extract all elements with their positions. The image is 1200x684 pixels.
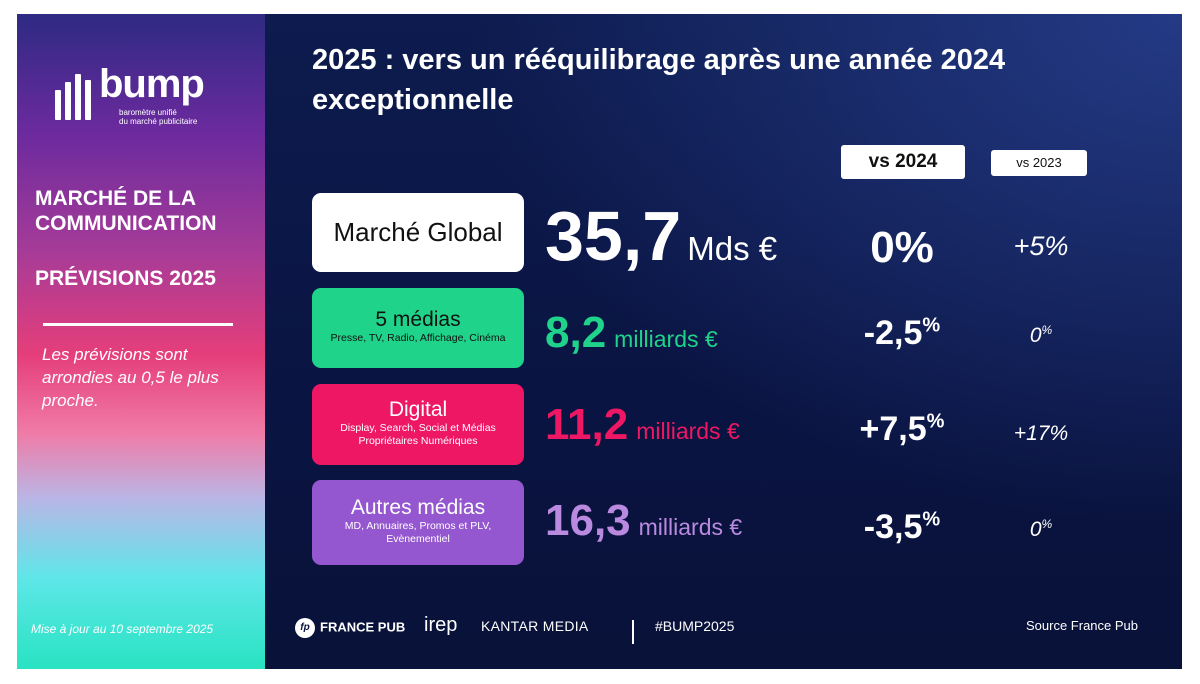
logo-word: bump <box>99 62 205 106</box>
slide: bump baromètre unifié du marché publicit… <box>17 14 1182 669</box>
category-box-digital: Digital Display, Search, Social et Média… <box>312 384 524 465</box>
vs2024-digital: +7,5% <box>859 410 945 448</box>
value-marche-global: 35,7 Mds € <box>545 197 778 275</box>
vs2024-5-medias: -2,5% <box>863 314 941 352</box>
category-box-autres-medias: Autres médias MD, Annuaires, Promos et P… <box>312 480 524 565</box>
france-pub-logo: fp FRANCE PUB <box>295 618 405 638</box>
vs2023-5-medias: 0% <box>1029 323 1053 347</box>
value-digital: 11,2 milliards € <box>545 400 740 449</box>
kantar-media-logo: KANTAR MEDIA <box>481 618 589 634</box>
vs2023-digital: +17% <box>1013 422 1069 445</box>
category-box-5-medias: 5 médias Presse, TV, Radio, Affichage, C… <box>312 288 524 368</box>
vs2023-autres-medias: 0% <box>1029 517 1053 541</box>
sidebar-divider <box>43 323 233 326</box>
vs2023-marche-global: +5% <box>1013 231 1069 261</box>
hashtag: #BUMP2025 <box>655 618 735 634</box>
sidebar-subtitle: PRÉVISIONS 2025 <box>35 267 216 290</box>
bump-logo: bump baromètre unifié du marché publicit… <box>55 62 255 128</box>
category-box-marche-global: Marché Global <box>312 193 524 272</box>
irep-logo: irep <box>424 614 458 636</box>
sidebar-title: MARCHÉ DE LA COMMUNICATION <box>35 187 217 235</box>
vs2024-marche-global: 0% <box>870 223 934 272</box>
main-panel: 2025 : vers un rééquilibrage après une a… <box>265 14 1182 669</box>
header-vs2024: vs 2024 <box>841 145 965 179</box>
vs2024-autres-medias: -3,5% <box>863 508 941 546</box>
value-autres-medias: 16,3 milliards € <box>545 496 743 545</box>
page-title: 2025 : vers un rééquilibrage après une a… <box>312 44 1006 116</box>
logo-tagline: baromètre unifié du marché publicitaire <box>119 108 198 126</box>
footer-separator <box>632 620 634 644</box>
sidebar: bump baromètre unifié du marché publicit… <box>17 14 265 669</box>
france-pub-icon: fp <box>295 618 315 638</box>
header-vs2023: vs 2023 <box>991 150 1087 176</box>
update-date: Mise à jour au 10 septembre 2025 <box>31 622 214 636</box>
logo-bars-icon <box>55 74 93 120</box>
source-note: Source France Pub <box>1026 618 1139 633</box>
value-5-medias: 8,2 milliards € <box>545 308 718 357</box>
sidebar-note: Les prévisions sont arrondies au 0,5 le … <box>42 345 219 410</box>
